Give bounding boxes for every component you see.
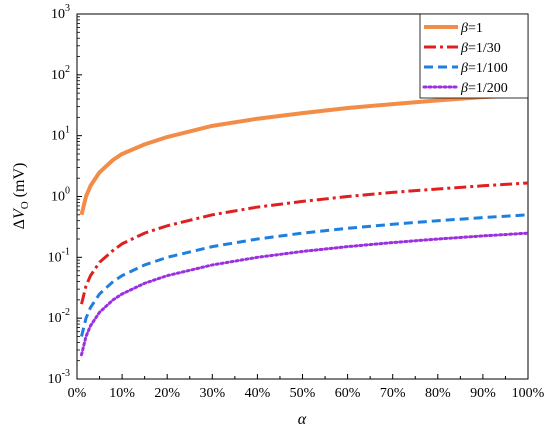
x-tick-label: 70% xyxy=(380,386,406,401)
y-tick-label: 102 xyxy=(51,64,70,83)
series-line-3 xyxy=(80,213,529,337)
x-tick-label: 40% xyxy=(245,386,271,401)
y-tick-label: 101 xyxy=(51,125,70,144)
legend-label-1: β=1 xyxy=(460,21,483,36)
y-axis-title-delta: Δ xyxy=(11,219,28,229)
x-tick-label: 100% xyxy=(512,386,545,401)
series-line-4 xyxy=(80,231,530,357)
x-tick-label: 50% xyxy=(290,386,316,401)
legend-label-3: β=1/100 xyxy=(460,61,508,76)
y-tick-label: 103 xyxy=(51,3,70,22)
x-tick-label: 60% xyxy=(335,386,361,401)
y-tick-label: 10-2 xyxy=(48,307,70,326)
legend-label-4: β=1/200 xyxy=(460,81,508,96)
y-axis-title: ΔVO (mV) xyxy=(11,163,31,230)
y-axis-ticks: 10-3 10-2 10-1 100 101 102 103 xyxy=(48,3,82,387)
series-line-2 xyxy=(80,181,529,305)
x-tick-label: 10% xyxy=(109,386,135,401)
y-axis-title-unit: (mV) xyxy=(11,163,28,202)
x-axis-title: α xyxy=(298,411,307,428)
x-tick-label: 90% xyxy=(470,386,496,401)
x-tick-label: 20% xyxy=(154,386,180,401)
y-tick-label: 10-3 xyxy=(48,368,70,387)
y-axis-title-sub: O xyxy=(19,201,31,209)
series-line-1 xyxy=(79,92,529,216)
y-tick-label: 100 xyxy=(51,186,70,205)
y-tick-label: 10-1 xyxy=(48,246,70,265)
x-tick-label: 0% xyxy=(68,386,87,401)
x-tick-label: 80% xyxy=(425,386,451,401)
series-lines xyxy=(79,92,530,357)
x-tick-label: 30% xyxy=(199,386,225,401)
y-axis-title-v: V xyxy=(11,207,28,219)
legend-label-2: β=1/30 xyxy=(460,41,501,56)
x-axis-ticks: 0% 10% 20% 30% 40% 50% 60% 70% 80% 90% 100% xyxy=(68,374,545,401)
legend: β=1 β=1/30 β=1/100 β=1/200 xyxy=(419,13,529,99)
